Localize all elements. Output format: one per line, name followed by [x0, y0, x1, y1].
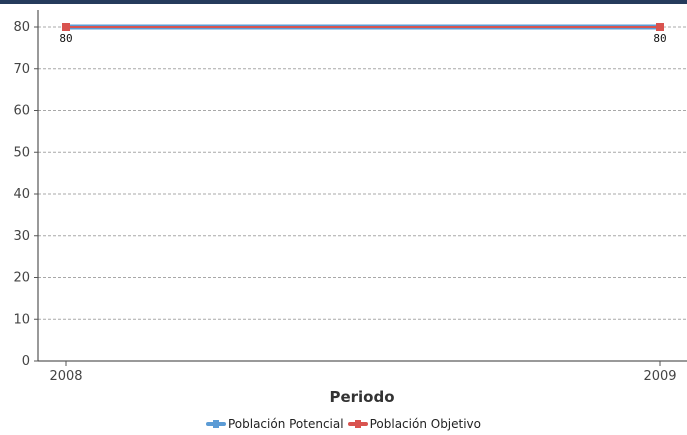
series-layer	[62, 23, 664, 31]
data-label: 80	[59, 32, 72, 45]
legend-item-poblacion-objetivo[interactable]: Población Objetivo	[347, 417, 482, 431]
y-tick-label: 70	[13, 62, 30, 77]
legend: Población Potencial Población Objetivo	[0, 417, 687, 431]
series-marker-1	[656, 23, 664, 31]
y-tick-label: 30	[13, 229, 30, 244]
y-tick-label: 20	[13, 271, 30, 286]
legend-swatch-icon	[347, 420, 368, 428]
y-tick-label: 0	[22, 354, 30, 369]
legend-swatch-icon	[205, 420, 226, 428]
data-label: 80	[653, 32, 666, 45]
y-tick-label: 50	[13, 145, 30, 160]
y-axis-ticks: 0 10 20 30 40 50 60 70 80	[13, 20, 38, 369]
line-chart: 0 10 20 30 40 50 60 70 80 2008 2009 80 80 Periodo	[13, 10, 687, 406]
axes	[37, 10, 687, 362]
top-border	[0, 0, 687, 4]
data-labels: 80 80	[59, 32, 666, 45]
y-tick-label: 80	[13, 20, 30, 35]
gridlines	[38, 26, 687, 320]
y-tick-label: 40	[13, 187, 30, 202]
legend-label: Población Objetivo	[369, 417, 482, 431]
legend-item-poblacion-potencial[interactable]: Población Potencial	[205, 417, 344, 431]
y-tick-label: 60	[13, 104, 30, 119]
x-axis-ticks: 2008 2009	[49, 361, 677, 384]
x-axis-title: Periodo	[329, 388, 394, 406]
legend-label: Población Potencial	[227, 417, 344, 431]
series-marker-1	[62, 23, 70, 31]
x-tick-label: 2008	[49, 369, 82, 384]
x-tick-label: 2009	[643, 369, 676, 384]
y-tick-label: 10	[13, 312, 30, 327]
